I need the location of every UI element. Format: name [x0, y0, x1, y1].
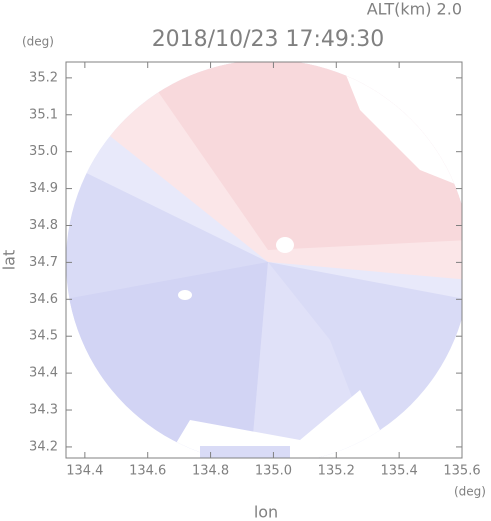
y-tick-label: 34.9 — [29, 181, 58, 196]
y-tick-label: 34.8 — [29, 218, 58, 233]
x-axis-label: lon — [254, 503, 278, 521]
y-tick-label: 34.3 — [29, 403, 58, 418]
chart-title: 2018/10/23 17:49:30 — [152, 27, 385, 52]
x-tick-label: 134.6 — [129, 464, 166, 479]
y-tick-label: 35.0 — [29, 144, 58, 159]
radar-image — [66, 62, 462, 458]
y-unit: (deg) — [22, 35, 54, 49]
x-tick-label: 135.6 — [443, 464, 480, 479]
y-tick-label: 35.2 — [29, 70, 58, 85]
y-tick-label: 34.7 — [29, 255, 58, 270]
y-tick-label: 34.5 — [29, 329, 58, 344]
plot-frame — [65, 61, 463, 459]
x-tick-label: 134.8 — [192, 464, 229, 479]
x-tick-label: 135.4 — [381, 464, 418, 479]
y-tick-label: 34.6 — [29, 292, 58, 307]
y-tick-label: 35.1 — [29, 107, 58, 122]
y-tick-label: 34.4 — [29, 366, 58, 381]
subtitle: ALT(km) 2.0 — [367, 0, 462, 19]
y-axis-label: lat — [0, 250, 19, 271]
x-tick-label: 135.0 — [255, 464, 292, 479]
x-tick-label: 135.2 — [318, 464, 355, 479]
x-unit: (deg) — [454, 485, 486, 499]
x-tick-label: 134.4 — [66, 464, 103, 479]
y-tick-label: 34.2 — [29, 439, 58, 454]
